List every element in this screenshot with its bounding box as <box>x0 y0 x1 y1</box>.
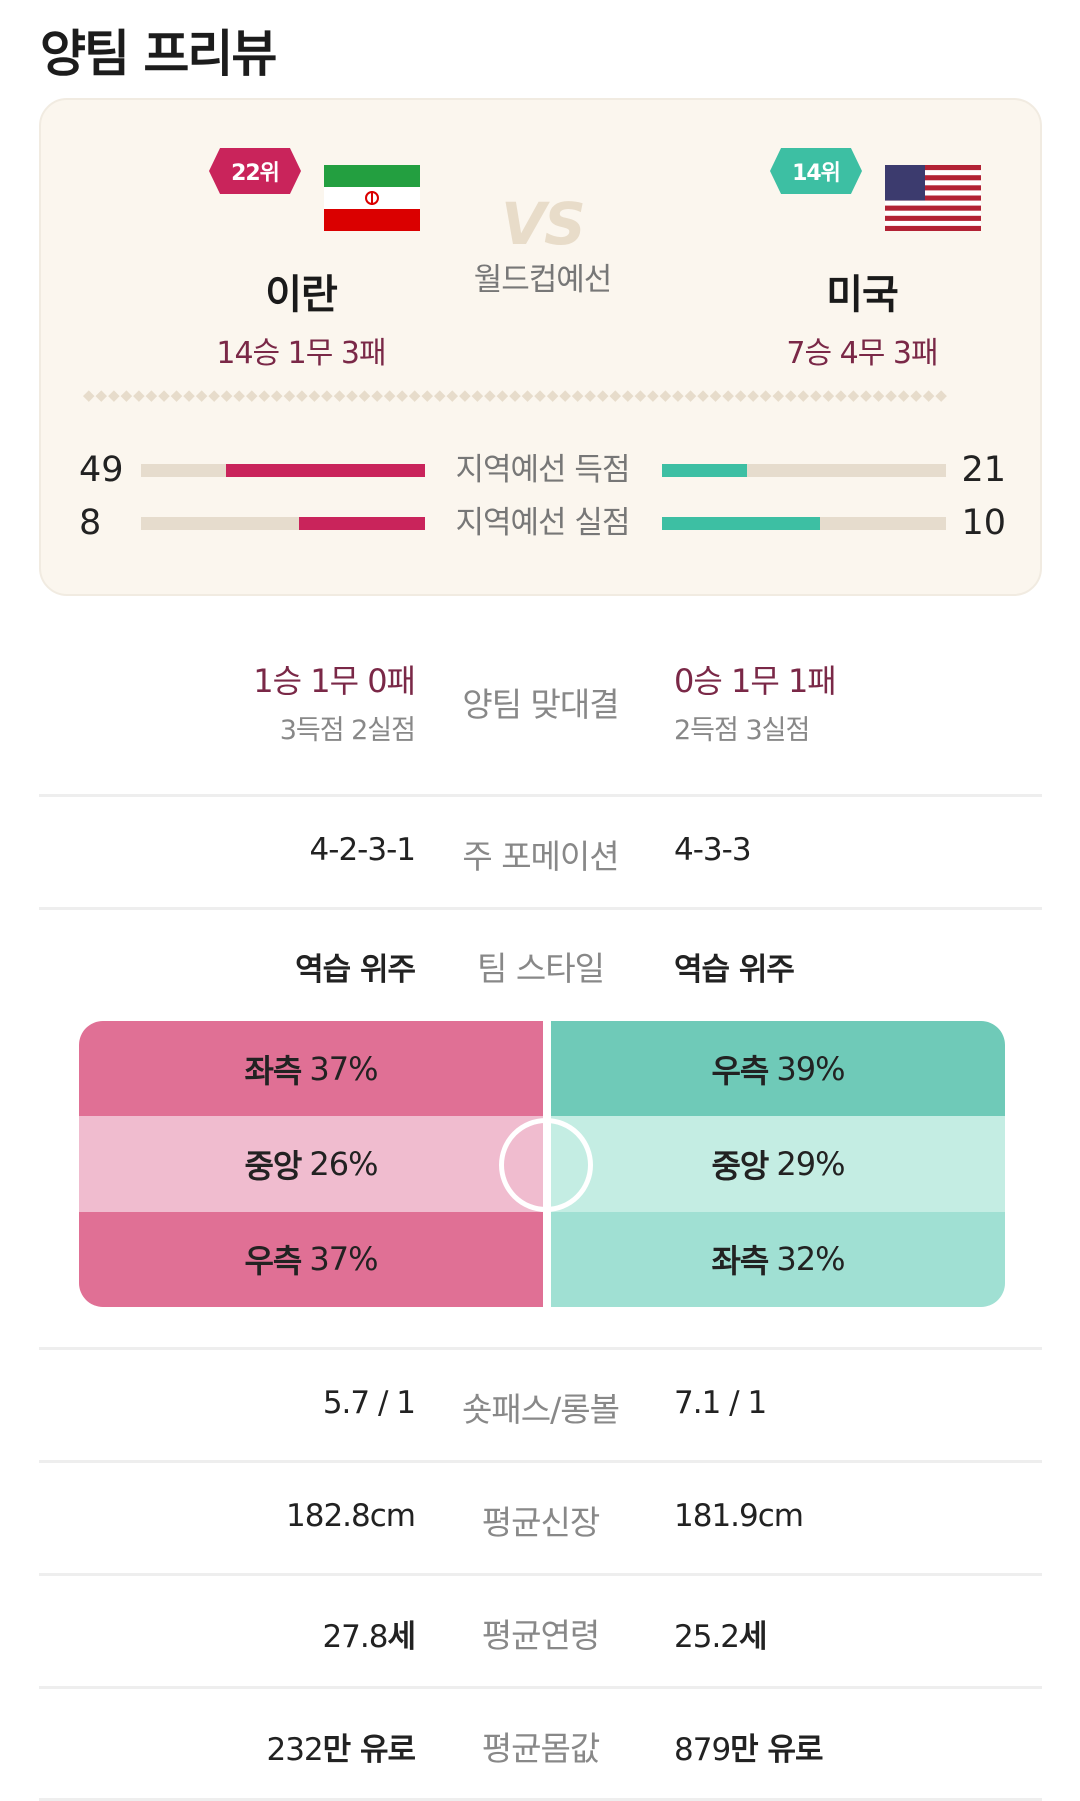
goals-conceded-label: 지역예선 실점 <box>455 505 631 541</box>
team-style-label: 팀 스타일 <box>477 949 605 988</box>
away-avg-age: 25.2세 <box>674 1611 768 1656</box>
home-attack-left: 좌측 37% <box>79 1021 543 1117</box>
away-attack-right: 우측 39% <box>551 1021 1005 1117</box>
home-attack-center-pct: 26% <box>309 1144 378 1183</box>
away-attack-direction: 우측 39% 중앙 29% 좌측 32% <box>551 1021 1005 1307</box>
home-attack-left-pct: 37% <box>309 1049 378 1088</box>
pass-ratio-row: 5.7 / 1 숏패스/롱볼 7.1 / 1 <box>39 1350 1042 1463</box>
center-circle <box>499 1118 593 1212</box>
formation-row: 4-2-3-1 주 포메이션 4-3-3 <box>39 797 1042 910</box>
home-attack-right-pct: 37% <box>309 1240 378 1279</box>
home-avg-value-unit: 만 유로 <box>322 1732 416 1768</box>
home-goals-scored-bar <box>141 464 425 477</box>
home-h2h-record: 1승 1무 0패 <box>253 662 416 700</box>
team-style-row: 역습 위주 팀 스타일 역습 위주 <box>39 910 1042 1350</box>
home-attack-center: 중앙 26% <box>79 1116 543 1212</box>
vs-label: VS <box>501 190 586 258</box>
home-attack-right-side: 우측 <box>244 1242 302 1281</box>
home-avg-age-value: 27.8 <box>322 1619 388 1655</box>
home-avg-height: 182.8cm <box>286 1498 416 1534</box>
away-avg-age-value: 25.2 <box>674 1619 740 1655</box>
diamond-divider: ◆◆◆◆◆◆◆◆◆◆◆◆◆◆◆◆◆◆◆◆◆◆◆◆◆◆◆◆◆◆◆◆◆◆◆◆◆◆◆◆… <box>83 387 948 403</box>
away-team: 14위 미국 7승 4무 3패 <box>712 148 1012 372</box>
home-attack-center-side: 중앙 <box>244 1146 302 1185</box>
home-goals-conceded-bar <box>141 517 425 530</box>
home-goals-conceded: 8 <box>79 503 102 543</box>
away-goals-conceded-bar <box>662 517 946 530</box>
attack-direction-panel: 좌측 37% 중앙 26% 우측 37% 우측 39% 중앙 29% 좌측 32% <box>79 1021 1005 1307</box>
head-to-head-row: 1승 1무 0패 3득점 2실점 양팀 맞대결 0승 1무 1패 2득점 3실점 <box>39 620 1042 797</box>
away-attack-right-side: 우측 <box>711 1051 769 1090</box>
home-rank-badge: 22위 <box>209 148 301 194</box>
home-team-record: 14승 1무 3패 <box>216 336 386 371</box>
home-attack-left-side: 좌측 <box>244 1051 302 1090</box>
away-team-name: 미국 <box>826 272 899 318</box>
home-avg-value: 232만 유로 <box>266 1724 416 1769</box>
away-avg-value: 879만 유로 <box>674 1724 824 1769</box>
avg-height-label: 평균신장 <box>481 1503 600 1542</box>
matchup-card: 22위 이란 14승 1무 3패 VS 월드컵예선 14위 미국 7승 4무 3… <box>39 98 1042 596</box>
away-attack-right-pct: 39% <box>776 1049 845 1088</box>
goals-scored-row: 49 지역예선 득점 21 <box>41 448 1044 492</box>
home-flag-area: 22위 <box>151 148 451 248</box>
away-rank-badge: 14위 <box>770 148 862 194</box>
home-goals-conceded-fill <box>298 517 425 530</box>
iran-flag-icon <box>324 165 420 231</box>
home-h2h-goals: 3득점 2실점 <box>279 715 416 746</box>
match-type: 월드컵예선 <box>473 262 613 298</box>
away-pass-ratio: 7.1 / 1 <box>674 1385 767 1421</box>
home-avg-age-unit: 세 <box>387 1619 416 1655</box>
home-attack-direction: 좌측 37% 중앙 26% 우측 37% <box>79 1021 543 1307</box>
away-h2h-record: 0승 1무 1패 <box>674 662 837 700</box>
avg-height-row: 182.8cm 평균신장 181.9cm <box>39 1463 1042 1576</box>
away-avg-value-num: 879 <box>674 1732 731 1768</box>
away-goals-conceded: 10 <box>961 503 1006 543</box>
goals-conceded-row: 8 지역예선 실점 10 <box>41 501 1044 545</box>
away-h2h: 0승 1무 1패 2득점 3실점 <box>674 656 837 747</box>
home-team: 22위 이란 14승 1무 3패 <box>151 148 451 372</box>
home-goals-scored-fill <box>226 464 425 477</box>
away-goals-conceded-fill <box>662 517 820 530</box>
home-goals-scored: 49 <box>79 450 124 490</box>
avg-age-label: 평균연령 <box>481 1616 600 1655</box>
away-team-record: 7승 4무 3패 <box>786 336 938 371</box>
away-h2h-goals: 2득점 3실점 <box>674 715 810 746</box>
home-attack-right: 우측 37% <box>79 1211 543 1307</box>
head-to-head-label: 양팀 맞대결 <box>462 685 619 724</box>
usa-flag-icon <box>885 165 981 231</box>
away-goals-scored-bar <box>662 464 946 477</box>
avg-value-label: 평균몸값 <box>481 1729 600 1768</box>
pass-ratio-label: 숏패스/롱볼 <box>462 1390 620 1429</box>
avg-value-row: 232만 유로 평균몸값 879만 유로 <box>39 1689 1042 1801</box>
away-goals-scored-fill <box>662 464 748 477</box>
away-goals-scored: 21 <box>961 450 1006 490</box>
avg-age-row: 27.8세 평균연령 25.2세 <box>39 1576 1042 1689</box>
home-pass-ratio: 5.7 / 1 <box>322 1385 416 1421</box>
away-formation: 4-3-3 <box>674 832 752 868</box>
away-attack-center: 중앙 29% <box>551 1116 1005 1212</box>
away-attack-center-side: 중앙 <box>711 1146 769 1185</box>
home-formation: 4-2-3-1 <box>309 832 416 868</box>
home-h2h: 1승 1무 0패 3득점 2실점 <box>253 656 416 747</box>
away-flag-area: 14위 <box>712 148 1012 248</box>
away-avg-age-unit: 세 <box>739 1619 768 1655</box>
home-avg-value-num: 232 <box>266 1732 323 1768</box>
home-team-style: 역습 위주 <box>295 952 416 988</box>
away-team-style: 역습 위주 <box>674 952 795 988</box>
away-avg-height: 181.9cm <box>674 1498 804 1534</box>
away-attack-left: 좌측 32% <box>551 1211 1005 1307</box>
away-attack-left-side: 좌측 <box>711 1242 769 1281</box>
page-title: 양팀 프리뷰 <box>40 25 277 83</box>
home-team-name: 이란 <box>265 272 338 318</box>
goals-scored-label: 지역예선 득점 <box>455 452 631 488</box>
formation-label: 주 포메이션 <box>462 837 619 876</box>
away-attack-left-pct: 32% <box>776 1240 845 1279</box>
away-avg-value-unit: 만 유로 <box>730 1732 823 1768</box>
away-attack-center-pct: 29% <box>776 1144 845 1183</box>
home-avg-age: 27.8세 <box>322 1611 416 1656</box>
